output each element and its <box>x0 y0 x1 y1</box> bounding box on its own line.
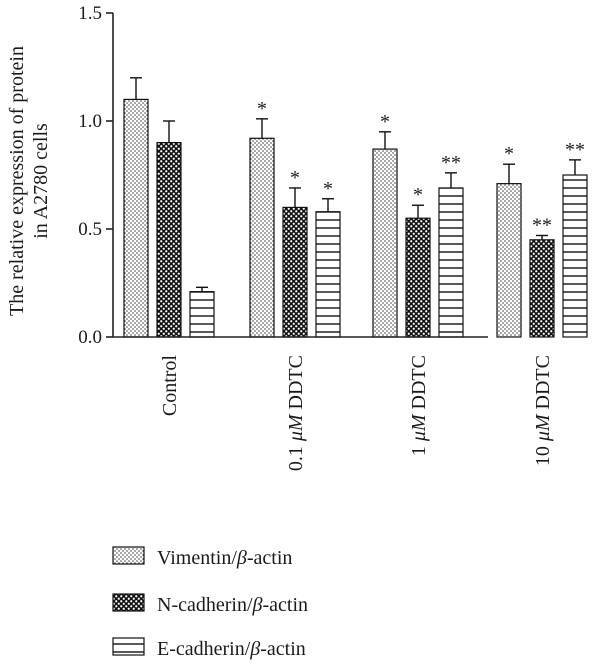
bar <box>249 137 275 338</box>
bar <box>189 291 215 338</box>
bar <box>315 211 341 338</box>
significance-mark: ** <box>532 214 552 236</box>
y-axis-title: The relative expression of protein in A2… <box>6 46 52 316</box>
bar <box>405 217 431 338</box>
x-axis: Control 0.1 μM DDTC 1 μM DDTC 10 μM DDTC <box>113 336 554 471</box>
y-tick-label: 0.5 <box>78 219 102 240</box>
y-tick-label: 0.0 <box>78 327 102 348</box>
significance-mark: ** <box>565 139 585 161</box>
bar-series-group: ************ <box>123 77 588 338</box>
bar <box>156 142 182 338</box>
legend-label: N-cadherin/β-actin <box>157 594 308 616</box>
legend-swatch <box>112 593 145 612</box>
x-tick-label: 0.1 μM DDTC <box>285 355 307 471</box>
bar <box>438 187 464 338</box>
legend: Vimentin/β-actin N-cadherin/β-actin E-cadh… <box>112 546 308 660</box>
y-tick-label: 1.0 <box>78 111 102 132</box>
bar <box>123 98 149 338</box>
bar <box>496 183 522 338</box>
legend-item: Vimentin/β-actin <box>112 546 292 569</box>
y-axis-title-line-1: The relative expression of protein <box>6 46 28 316</box>
significance-mark: * <box>290 167 300 189</box>
x-tick-label: 10 μM DDTC <box>532 355 554 466</box>
bar <box>529 239 555 338</box>
bar <box>372 148 398 338</box>
legend-swatch <box>112 637 145 656</box>
legend-item: E-cadherin/β-actin <box>112 637 306 660</box>
significance-mark: * <box>323 178 333 200</box>
y-axis-title-line-2: in A2780 cells <box>30 123 52 239</box>
series-3: ***** <box>189 139 588 338</box>
series-2: **** <box>156 120 555 338</box>
x-tick-label: 1 μM DDTC <box>408 355 430 456</box>
legend-label: E-cadherin/β-actin <box>157 638 306 660</box>
legend-swatch <box>112 546 145 565</box>
legend-label: Vimentin/β-actin <box>157 547 292 569</box>
x-tick-label: Control <box>159 355 181 417</box>
y-tick-label: 1.5 <box>78 3 102 24</box>
series-1: *** <box>123 77 522 338</box>
significance-mark: * <box>380 111 390 133</box>
significance-mark: * <box>504 143 514 165</box>
bar <box>282 206 308 338</box>
legend-item: N-cadherin/β-actin <box>112 593 308 616</box>
bar <box>562 174 588 338</box>
y-axis: 0.0 0.5 1.0 1.5 <box>78 3 114 348</box>
significance-mark: * <box>413 184 423 206</box>
significance-mark: * <box>257 98 267 120</box>
significance-mark: ** <box>441 152 461 174</box>
